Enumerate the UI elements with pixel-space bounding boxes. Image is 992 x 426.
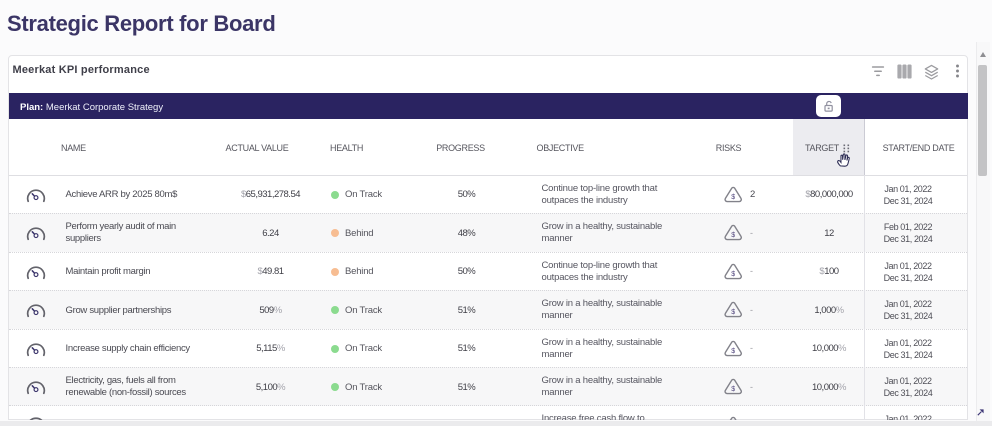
svg-text:$: $ [731, 309, 735, 316]
svg-text:$: $ [731, 232, 735, 239]
svg-text:$: $ [731, 386, 735, 393]
svg-text:$: $ [731, 348, 735, 355]
svg-text:$: $ [731, 271, 735, 278]
svg-text:$: $ [731, 194, 735, 201]
